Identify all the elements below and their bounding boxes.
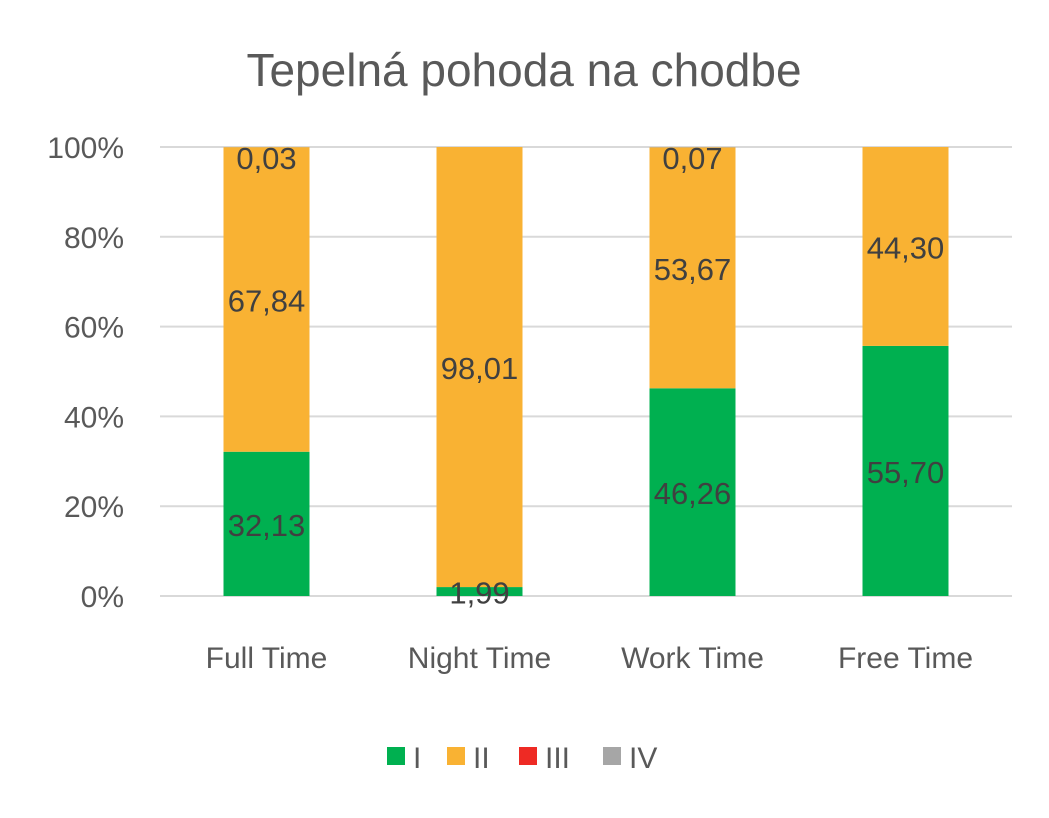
- data-label: 0,03: [236, 141, 296, 176]
- data-label: 98,01: [441, 351, 519, 386]
- x-category-label: Free Time: [838, 642, 973, 675]
- legend-label: II: [473, 742, 490, 775]
- data-label: 55,70: [867, 455, 945, 490]
- legend-label: III: [545, 742, 570, 775]
- bars: [224, 147, 949, 596]
- y-tick-label: 80%: [64, 222, 124, 255]
- data-label: 1,99: [449, 576, 509, 611]
- legend-swatch: [519, 747, 537, 765]
- chart-title: Tepelná pohoda na chodbe: [246, 44, 801, 96]
- y-axis-ticks: 0% 20% 40% 60% 80% 100%: [47, 132, 124, 614]
- data-label: 32,13: [228, 508, 306, 543]
- data-labels: 32,13 67,84 0,03 1,99 98,01 46,26 53,67 0,07 55,…: [228, 141, 945, 611]
- x-category-label: Night Time: [408, 642, 551, 675]
- y-tick-label: 100%: [47, 132, 124, 165]
- legend-label: I: [413, 742, 421, 775]
- y-tick-label: 0%: [81, 581, 124, 614]
- x-category-label: Work Time: [621, 642, 764, 675]
- y-tick-label: 20%: [64, 491, 124, 524]
- x-category-label: Full Time: [206, 642, 328, 675]
- data-label: 44,30: [867, 230, 945, 265]
- y-tick-label: 60%: [64, 312, 124, 345]
- data-label: 0,07: [662, 141, 722, 176]
- legend-label: IV: [629, 742, 657, 775]
- y-tick-label: 40%: [64, 401, 124, 434]
- x-axis-categories: Full Time Night Time Work Time Free Time: [206, 642, 973, 675]
- legend-swatch: [447, 747, 465, 765]
- legend-swatch: [603, 747, 621, 765]
- data-label: 46,26: [654, 476, 732, 511]
- data-label: 67,84: [228, 283, 306, 318]
- legend-swatch: [387, 747, 405, 765]
- data-label: 53,67: [654, 252, 732, 287]
